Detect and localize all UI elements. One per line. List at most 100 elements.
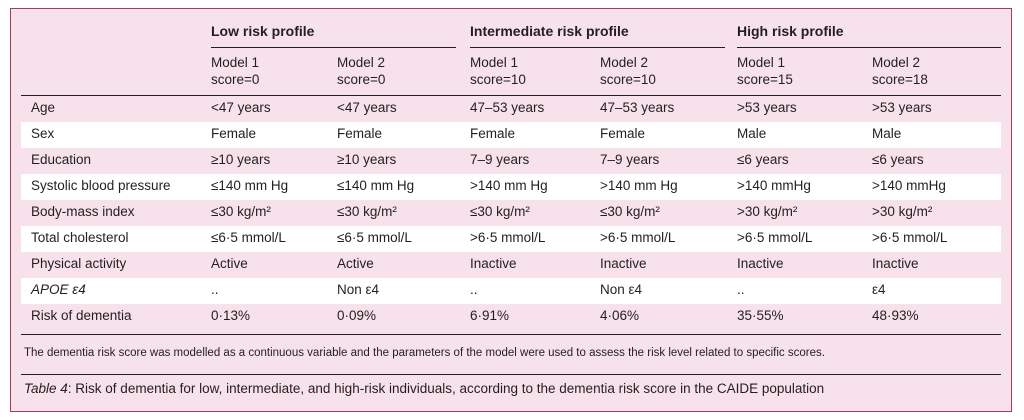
model-name: Model 1 — [211, 55, 260, 70]
table-cell: 6·91% — [470, 308, 510, 323]
table-cell: 7–9 years — [600, 152, 660, 167]
body-bottom-rule — [21, 334, 1001, 335]
table-cell: <47 years — [211, 100, 271, 115]
table-cell: ≤140 mm Hg — [211, 178, 289, 193]
table-cell: <47 years — [337, 100, 397, 115]
table-row: Sex Female Female Female Female Male Male — [21, 122, 1001, 148]
table-cell: >6·5 mmol/L — [872, 230, 948, 245]
model-header: Model 1 score=15 — [737, 54, 793, 88]
table-cell: ≥10 years — [211, 152, 271, 167]
table-cell: Male — [872, 126, 902, 141]
table-row: Age <47 years <47 years 47–53 years 47–53 ye… — [21, 96, 1001, 122]
table-cell: .. — [737, 282, 745, 297]
table-cell: >6·5 mmol/L — [470, 230, 546, 245]
group-header-intermediate: Intermediate risk profile — [470, 23, 629, 39]
table-cell: Female — [470, 126, 516, 141]
table-cell: >30 kg/m² — [737, 204, 798, 219]
table-cell: >140 mm Hg — [600, 178, 678, 193]
table-row: Total cholesterol ≤6·5 mmol/L ≤6·5 mmol/L >… — [21, 226, 1001, 252]
table-cell: .. — [211, 282, 219, 297]
table-cell: ≤6 years — [737, 152, 789, 167]
table-cell: Inactive — [737, 256, 784, 271]
table-cell: >140 mmHg — [737, 178, 811, 193]
model-header: Model 2 score=0 — [337, 54, 385, 88]
table-cell: Female — [600, 126, 646, 141]
table-cell: >6·5 mmol/L — [737, 230, 813, 245]
group-rule-intermediate — [470, 47, 725, 48]
model-score: score=10 — [600, 72, 656, 87]
table-row: Body-mass index ≤30 kg/m² ≤30 kg/m² ≤30 kg/… — [21, 200, 1001, 226]
table-cell: Active — [337, 256, 374, 271]
table-cell: ≤30 kg/m² — [337, 204, 397, 219]
table-cell: ≤30 kg/m² — [470, 204, 530, 219]
table-cell: ≤30 kg/m² — [600, 204, 660, 219]
table-cell: 48·93% — [872, 308, 919, 323]
table-cell: 7–9 years — [470, 152, 530, 167]
table-cell: >140 mm Hg — [470, 178, 548, 193]
table-cell: Non ε4 — [337, 282, 380, 297]
table-cell: Active — [211, 256, 248, 271]
table-cell: Non ε4 — [600, 282, 643, 297]
caption-text: : Risk of dementia for low, intermediate… — [67, 381, 825, 396]
row-label: Risk of dementia — [31, 308, 132, 323]
table-cell: Inactive — [872, 256, 919, 271]
table-cell: 47–53 years — [470, 100, 545, 115]
table-cell: Male — [737, 126, 767, 141]
model-score: score=15 — [737, 72, 793, 87]
table-cell: Inactive — [600, 256, 647, 271]
table-cell: ε4 — [872, 282, 886, 297]
table-row: Systolic blood pressure ≤140 mm Hg ≤140 mm… — [21, 174, 1001, 200]
model-header: Model 2 score=10 — [600, 54, 656, 88]
model-score: score=0 — [211, 72, 260, 87]
row-label: Sex — [31, 126, 55, 141]
model-header: Model 1 score=10 — [470, 54, 526, 88]
table-cell: 0·13% — [211, 308, 251, 323]
table-cell: ≥10 years — [337, 152, 397, 167]
model-name: Model 2 — [872, 55, 921, 70]
table-cell: >6·5 mmol/L — [600, 230, 676, 245]
row-label: APOE ε4 — [31, 282, 86, 297]
model-score: score=10 — [470, 72, 526, 87]
table-cell: Female — [337, 126, 383, 141]
row-label: Physical activity — [31, 256, 127, 271]
table-cell: .. — [470, 282, 478, 297]
row-label: Systolic blood pressure — [31, 178, 171, 193]
header-rule — [21, 95, 1001, 96]
table-container: Low risk profile Intermediate risk profi… — [10, 8, 1012, 412]
table-cell: ≤6·5 mmol/L — [337, 230, 412, 245]
table-row: Education ≥10 years ≥10 years 7–9 years 7–9 … — [21, 148, 1001, 174]
table-cell: 0·09% — [337, 308, 377, 323]
table-cell: Inactive — [470, 256, 517, 271]
row-label: Body-mass index — [31, 204, 135, 219]
group-rule-low — [211, 47, 456, 48]
row-label: Education — [31, 152, 92, 167]
table-cell: Female — [211, 126, 257, 141]
table-cell: ≤30 kg/m² — [211, 204, 271, 219]
table-caption: Table 4: Risk of dementia for low, inter… — [24, 381, 824, 396]
model-header: Model 1 score=0 — [211, 54, 259, 88]
model-header: Model 2 score=18 — [872, 54, 928, 88]
table-cell: ≤6·5 mmol/L — [211, 230, 286, 245]
model-name: Model 1 — [737, 55, 786, 70]
group-rule-high — [737, 47, 1001, 48]
table-row: APOE ε4.. Non ε4.. Non ε4.. ε4 — [21, 278, 1001, 304]
table-cell: ≤6 years — [872, 152, 924, 167]
model-name: Model 1 — [470, 55, 519, 70]
table-footnote: The dementia risk score was modelled as … — [24, 347, 825, 359]
group-header-low: Low risk profile — [211, 23, 315, 39]
table-cell: 4·06% — [600, 308, 640, 323]
caption-label: Table 4 — [24, 381, 68, 396]
table-cell: >53 years — [737, 100, 797, 115]
row-label: Age — [31, 100, 56, 115]
table-cell: >30 kg/m² — [872, 204, 933, 219]
group-header-high: High risk profile — [737, 23, 844, 39]
table-row: Risk of dementia 0·13% 0·09% 6·91% 4·06% 35·5… — [21, 304, 1001, 330]
model-name: Model 2 — [600, 55, 649, 70]
table-cell: ≤140 mm Hg — [337, 178, 415, 193]
table-cell: >140 mmHg — [872, 178, 946, 193]
caption-rule — [21, 374, 1001, 375]
row-label: Total cholesterol — [31, 230, 129, 245]
table-cell: 47–53 years — [600, 100, 675, 115]
table-cell: 35·55% — [737, 308, 784, 323]
model-name: Model 2 — [337, 55, 386, 70]
